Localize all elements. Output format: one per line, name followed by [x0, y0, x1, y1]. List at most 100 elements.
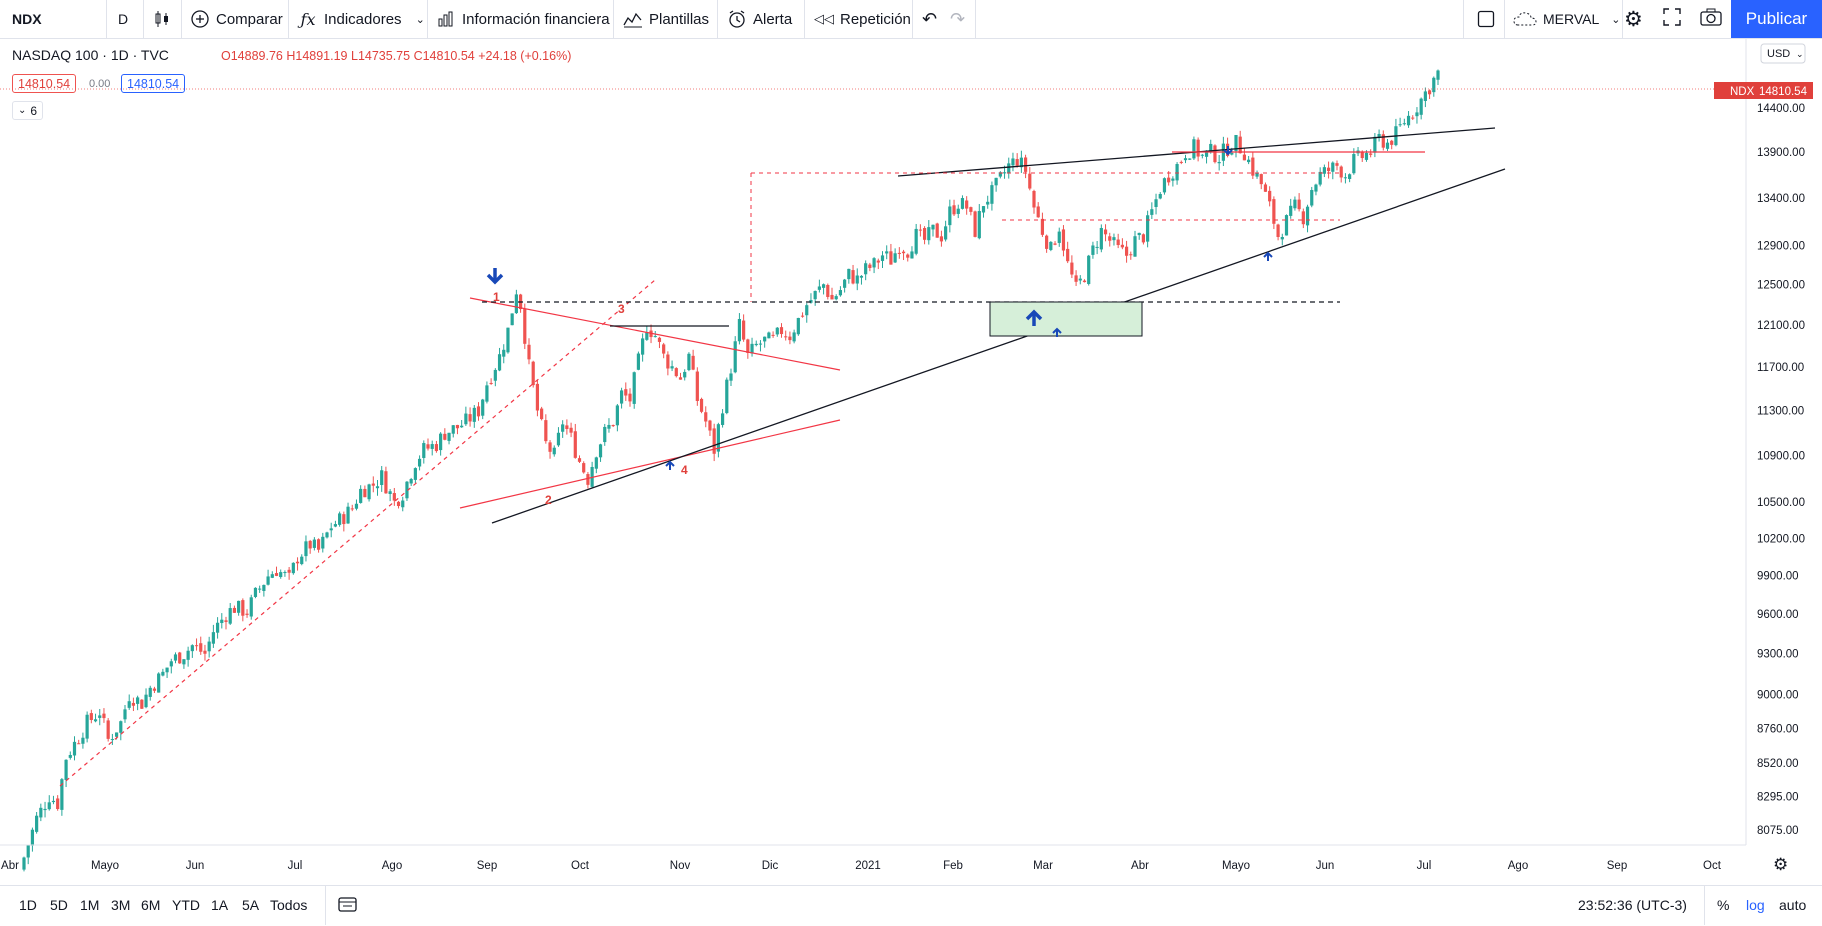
candle-body [451, 425, 455, 434]
range-button-1a[interactable]: 1A [211, 897, 229, 913]
trendline[interactable] [469, 297, 841, 371]
price-chart[interactable]: 1 2 3 4 14400.00 13900.00 13400.00 12900.00 125… [0, 39, 1822, 884]
divider [1463, 0, 1464, 38]
candle-body [645, 332, 649, 340]
percent-toggle[interactable]: % [1717, 897, 1730, 913]
undo-button[interactable]: ↶ [922, 0, 937, 38]
candle-body [1217, 162, 1221, 164]
demand-zone[interactable] [989, 301, 1143, 337]
financials-button[interactable]: Información financiera [436, 0, 610, 38]
chevron-down-icon[interactable]: ⌄ [415, 13, 425, 26]
dashed-trendline[interactable] [59, 279, 656, 787]
range-button-6m[interactable]: 6M [141, 897, 161, 913]
date-range-button[interactable] [338, 885, 358, 925]
candle-body [927, 227, 931, 241]
candle-body [203, 650, 207, 654]
candle-body [838, 290, 843, 296]
redo-button[interactable]: ↷ [950, 0, 965, 38]
candle-body [1234, 134, 1238, 152]
candle-body [413, 468, 417, 480]
candle-body [1074, 275, 1078, 282]
candle-body [270, 574, 274, 578]
range-button-1m[interactable]: 1M [80, 897, 100, 913]
price-tick-label: 9600.00 [1757, 609, 1799, 621]
replay-button[interactable]: ◁◁ Repetición [814, 0, 911, 38]
trendline[interactable] [459, 419, 841, 509]
candle-body [119, 721, 123, 733]
price-axis[interactable]: 14400.00 13900.00 13400.00 12900.00 12500.00… [1757, 103, 1805, 837]
trendline[interactable] [491, 168, 1506, 524]
range-button-todos[interactable]: Todos [270, 897, 308, 913]
clock[interactable]: 23:52:36 (UTC-3) [1578, 897, 1687, 913]
time-axis[interactable]: Abr Mayo Jun Jul Ago Sep Oct Nov Dic 2021 Feb Mar Ab… [1, 860, 1722, 872]
candle-body [704, 412, 708, 422]
candle-body [1251, 157, 1255, 176]
candle-body [1137, 232, 1141, 236]
candle-body [1238, 136, 1242, 154]
candle-body [1167, 177, 1171, 183]
divider [717, 0, 718, 38]
currency-button[interactable] [1760, 43, 1806, 64]
candle-body [22, 857, 26, 870]
range-button-ytd[interactable]: YTD [172, 897, 200, 913]
fullscreen-layout-button[interactable] [1476, 0, 1502, 38]
range-button-3m[interactable]: 3M [111, 897, 131, 913]
candle-body [287, 569, 291, 573]
candle-body [93, 719, 98, 722]
price-tick-label: 11700.00 [1757, 362, 1804, 374]
candle-body [1369, 153, 1373, 155]
divider [975, 0, 976, 38]
indicators-collapse-button[interactable]: ⌄ 6 [12, 101, 44, 120]
indicators-label: Indicadores [324, 10, 402, 28]
indicators-button[interactable]: ƒx Indicadores ⌄ [298, 0, 425, 38]
log-toggle[interactable]: log [1746, 897, 1765, 913]
compare-button[interactable]: Comparar [190, 0, 283, 38]
candle-body [434, 444, 439, 452]
snapshot-button[interactable] [1700, 0, 1722, 38]
interval-button[interactable]: D [118, 11, 129, 27]
candle-body [1036, 206, 1040, 218]
candle-body [868, 264, 872, 268]
templates-icon [623, 9, 643, 29]
buy-price-box[interactable]: 14810.54 [121, 74, 186, 93]
candle-body [359, 488, 363, 503]
candle-body [224, 620, 228, 622]
chart-type-button[interactable] [152, 0, 178, 38]
candle-body [615, 405, 619, 426]
range-button-5a[interactable]: 5A [242, 897, 260, 913]
fullscreen-button[interactable] [1663, 0, 1681, 38]
candle-body [1124, 246, 1129, 256]
candle-body [152, 688, 157, 691]
candle-body [994, 177, 998, 186]
candle-body [1268, 190, 1272, 202]
candle-body [897, 252, 901, 254]
sell-price-box[interactable]: 14810.54 [12, 74, 77, 93]
candle-body [342, 514, 346, 525]
range-button-5d[interactable]: 5D [50, 897, 68, 913]
candle-body [468, 414, 472, 422]
candle-body [392, 493, 396, 501]
settings-button[interactable]: ⚙ [1624, 0, 1643, 38]
candle-body [1213, 145, 1217, 163]
candle-body [758, 343, 763, 345]
candle-body [1053, 243, 1057, 245]
symbol-search[interactable]: NDX [12, 11, 42, 27]
range-button-1d[interactable]: 1D [19, 897, 37, 913]
candle-body [1078, 278, 1082, 281]
symbol-legend[interactable]: NASDAQ 100 · 1D · TVC [12, 47, 169, 63]
templates-button[interactable]: Plantillas [623, 0, 709, 38]
publish-button[interactable]: Publicar [1731, 0, 1822, 38]
auto-toggle[interactable]: auto [1779, 897, 1807, 913]
divider [288, 0, 289, 38]
alert-button[interactable]: Alerta [727, 0, 792, 38]
candle-body [447, 432, 451, 441]
time-tick-label: Mar [1033, 860, 1053, 872]
time-axis-settings-icon[interactable]: ⚙ [1773, 855, 1788, 875]
candle-body [598, 444, 603, 458]
candle-body [548, 442, 552, 452]
layout-menu[interactable]: MERVAL ⌄ [1513, 0, 1621, 38]
candle-body [678, 377, 683, 380]
spread-value: 0.00 [89, 77, 111, 90]
time-tick-label: Abr [1, 860, 19, 872]
candle-body [729, 373, 733, 381]
